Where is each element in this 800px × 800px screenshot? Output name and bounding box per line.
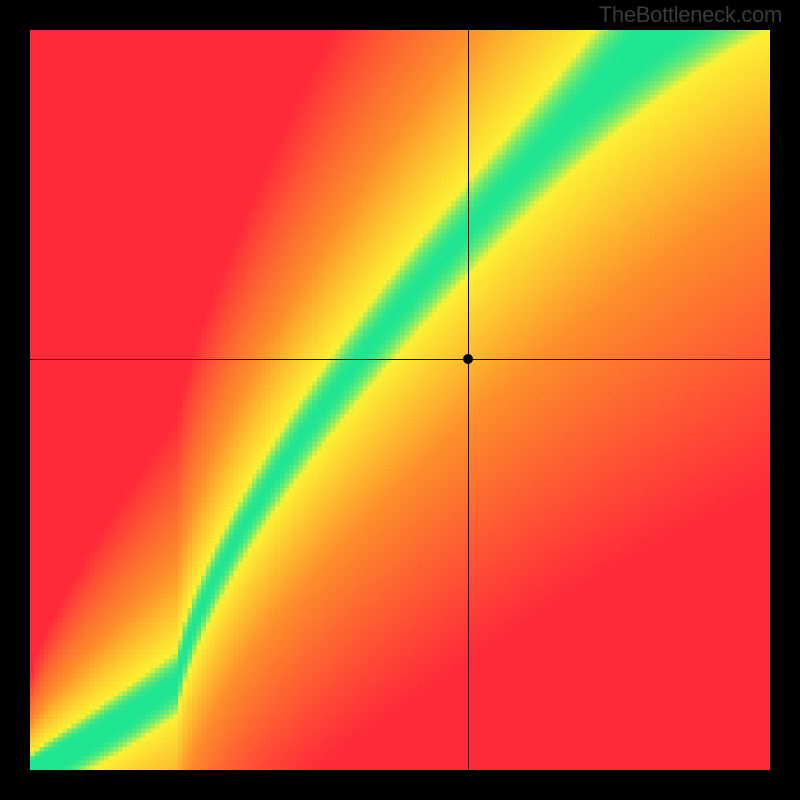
bottleneck-heatmap: [30, 30, 770, 770]
crosshair-horizontal: [30, 359, 770, 360]
plot-area: [30, 30, 770, 770]
watermark-text: TheBottleneck.com: [599, 2, 782, 28]
crosshair-vertical: [468, 30, 469, 770]
selection-marker: [463, 354, 473, 364]
